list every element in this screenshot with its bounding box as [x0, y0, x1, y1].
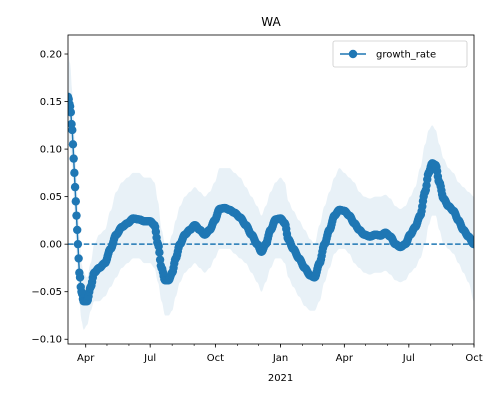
data-point	[155, 248, 164, 257]
y-tick-label: −0.10	[31, 335, 62, 346]
y-tick-label: −0.05	[31, 287, 62, 298]
y-tick-label: 0.05	[40, 192, 62, 203]
confidence-band-layer	[68, 54, 474, 330]
legend: growth_rate	[332, 40, 468, 68]
data-point	[469, 239, 474, 249]
y-tick-label: 0.20	[40, 50, 62, 61]
data-point	[73, 239, 83, 249]
y-tick-label: 0.10	[40, 145, 62, 156]
data-point	[68, 108, 76, 117]
data-point	[69, 154, 78, 163]
data-point	[74, 254, 83, 263]
data-point	[75, 273, 85, 282]
data-point	[68, 125, 77, 135]
data-point	[70, 182, 80, 192]
data-point	[68, 140, 78, 149]
x-tick-label: Jan	[272, 353, 288, 364]
x-tick-label: Jul	[143, 353, 156, 364]
y-tick-label: 0.00	[40, 240, 62, 251]
x-tick-label: Apr	[336, 353, 354, 364]
data-point	[71, 197, 80, 206]
x-tick-label: Jul	[402, 353, 415, 364]
x-tick-label: Oct	[465, 353, 482, 364]
legend-box	[332, 40, 468, 68]
series-marker-layer	[68, 92, 474, 306]
data-point	[70, 168, 79, 178]
x-axis-year-label: 2021	[268, 373, 293, 384]
x-tick-label: Oct	[207, 353, 224, 364]
legend-marker-swatch	[348, 49, 358, 59]
axes-layer: −0.10 −0.05 0.00 0.05 0.10 0.15 0.20 Apr Jul Oct J…	[31, 34, 483, 364]
chart-title: WA	[261, 15, 281, 29]
data-point	[72, 211, 81, 220]
plot-frame	[67, 34, 475, 345]
data-point	[73, 225, 82, 235]
legend-label: growth_rate	[376, 50, 436, 61]
x-tick-label: Apr	[77, 353, 95, 364]
y-tick-label: 0.15	[40, 97, 62, 108]
confidence-band	[68, 54, 474, 330]
